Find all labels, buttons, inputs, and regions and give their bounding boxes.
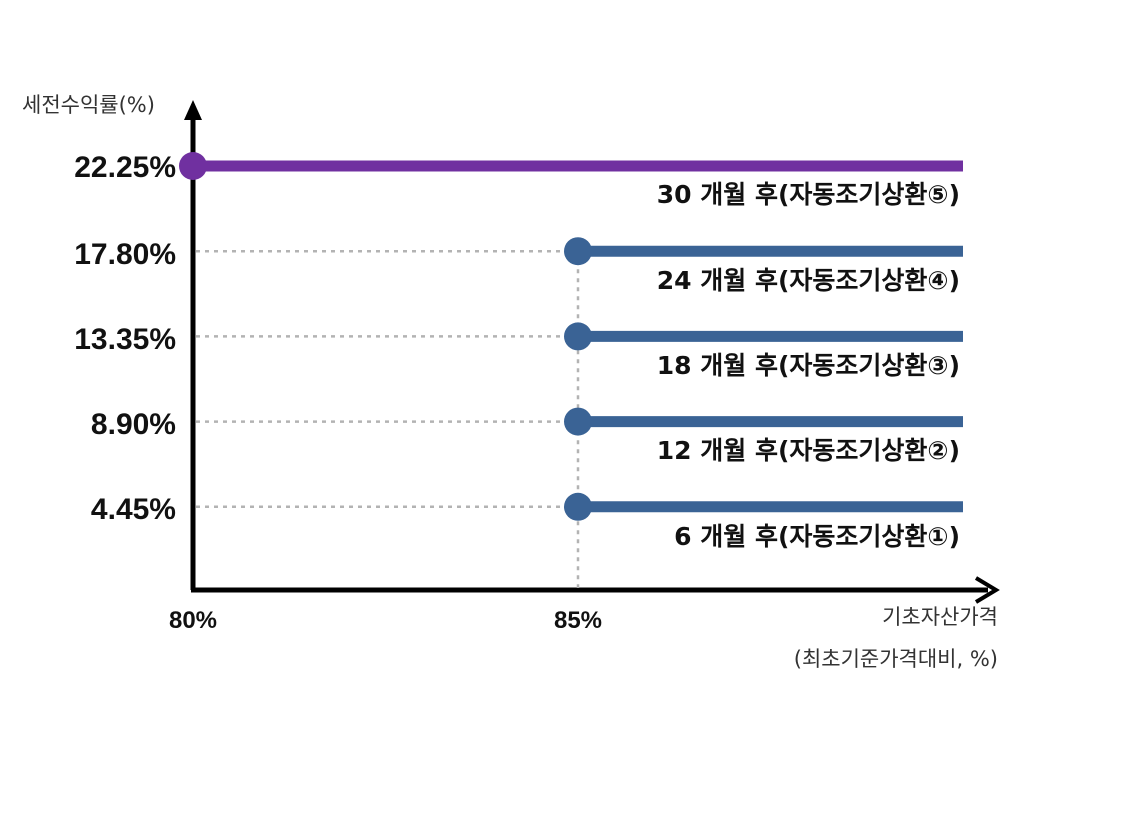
series-label: 18 개월 후(자동조기상환③) (657, 351, 960, 380)
guide-lines (196, 249, 580, 588)
y-tick-label: 22.25% (74, 151, 176, 184)
y-axis-title: 세전수익률(%) (22, 93, 155, 117)
x-axis-arrow (974, 576, 1000, 604)
series-start-point (564, 322, 592, 351)
y-tick-label: 17.80% (74, 238, 176, 271)
y-tick-label: 4.45% (91, 493, 176, 526)
x-axis-title: 기초자산가격 (882, 605, 998, 629)
y-tick-label: 8.90% (91, 408, 176, 441)
x-tick-label: 80% (169, 607, 217, 634)
series-label: 30 개월 후(자동조기상환⑤) (657, 180, 960, 209)
x-tick-label: 85% (554, 607, 602, 634)
series-start-point (564, 492, 592, 521)
y-tick-label: 13.35% (74, 323, 176, 356)
series-label: 24 개월 후(자동조기상환④) (657, 266, 960, 295)
series-start-point (564, 407, 592, 436)
x-axis-subtitle: (최초기준가격대비, %) (794, 647, 998, 671)
series-label: 6 개월 후(자동조기상환①) (674, 522, 960, 551)
axes (184, 100, 1000, 604)
series-start-point (179, 152, 207, 180)
series-start-point (564, 237, 592, 266)
series-label: 12 개월 후(자동조기상환②) (657, 436, 960, 465)
series-marks (179, 152, 963, 521)
y-axis-arrow (184, 100, 202, 120)
